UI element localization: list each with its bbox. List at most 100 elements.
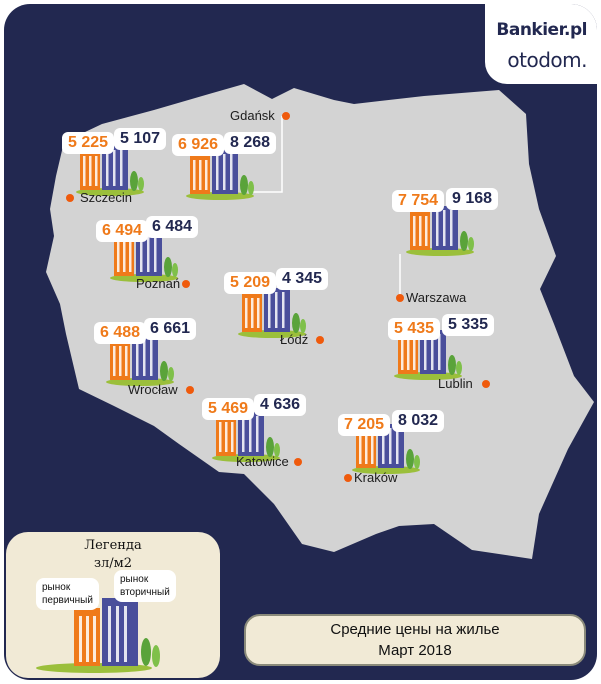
caption-title: Средние цены на жилье <box>330 621 500 638</box>
szczecin-label: Szczecin <box>80 190 133 205</box>
gdansk-label: Gdańsk <box>230 108 275 123</box>
gdansk-secondary-price: 8 268 <box>224 132 277 154</box>
primary-window-3-2 <box>425 216 428 246</box>
primary-window-5-1 <box>407 340 410 370</box>
secondary-window-5-2 <box>438 334 441 370</box>
primary-window-0-0 <box>193 160 196 190</box>
secondary-window-7-2 <box>256 416 259 452</box>
wrocław-marker <box>186 386 194 394</box>
secondary-window-1-2 <box>120 150 123 186</box>
primary-window-3-1 <box>419 216 422 246</box>
primary-window-5-2 <box>413 340 416 370</box>
legend-secondary-label: рынок вторичный <box>114 570 176 602</box>
tree-small-7 <box>274 443 280 457</box>
bankier-logo: Bankier.pl <box>496 20 587 40</box>
szczecin-secondary-price: 5 107 <box>114 128 167 150</box>
łódź-marker <box>316 336 324 344</box>
primary-window-2-2 <box>129 242 132 272</box>
kraków-marker <box>344 474 352 482</box>
brand-box: Bankier.pl otodom. <box>485 4 597 84</box>
primary-window-6-2 <box>125 346 128 376</box>
lublin-label: Lublin <box>438 376 473 391</box>
krakow-secondary-price: 8 032 <box>392 410 445 432</box>
legend-unit: зл/м2 <box>93 556 133 571</box>
wroclaw-secondary-price: 6 661 <box>144 318 197 340</box>
secondary-window-2-0 <box>140 236 143 272</box>
poznan-label: Poznań <box>136 276 181 291</box>
lodz-primary-price: 5 209 <box>224 272 277 294</box>
secondary-window-6-2 <box>150 340 153 376</box>
primary-window-2-1 <box>123 242 126 272</box>
secondary-window-8-0 <box>382 428 385 464</box>
primary-window-7-1 <box>225 422 228 452</box>
krakow-primary-price: 7 205 <box>338 414 391 436</box>
secondary-window-5-1 <box>431 334 434 370</box>
secondary-window-2-2 <box>154 236 157 272</box>
secondary-window-4-0 <box>268 292 271 328</box>
tree-small-0 <box>248 181 254 195</box>
warszawa-marker <box>396 294 404 302</box>
secondary-window-6-1 <box>143 340 146 376</box>
poznan-primary-price: 6 494 <box>96 220 149 242</box>
lublin-secondary-price: 5 335 <box>442 314 495 336</box>
primary-window-4-1 <box>251 298 254 328</box>
otodom-logo: otodom. <box>507 48 587 72</box>
primary-window-8-1 <box>365 434 368 464</box>
secondary-window-3-2 <box>450 210 453 246</box>
caption-date: Март 2018 <box>378 642 452 659</box>
primary-window-8-0 <box>359 434 362 464</box>
tree-6 <box>160 361 168 381</box>
primary-window-3-0 <box>413 216 416 246</box>
szczecin-marker <box>66 194 74 202</box>
warszawa-primary-price: 7 754 <box>392 190 445 212</box>
primary-window-1-2 <box>95 156 98 186</box>
tree-4 <box>292 313 300 333</box>
secondary-window-8-2 <box>396 428 399 464</box>
tree-5 <box>448 355 456 375</box>
secondary-window-7-0 <box>242 416 245 452</box>
katowice-secondary-price: 4 636 <box>254 394 307 416</box>
tree-small-3 <box>468 237 474 251</box>
leader-line-0 <box>250 116 283 193</box>
katowice-primary-price: 5 469 <box>202 398 255 420</box>
wroclaw-label: Wrocław <box>128 382 178 397</box>
secondary-window-7-1 <box>249 416 252 452</box>
tree-0 <box>240 175 248 195</box>
poznan-secondary-price: 6 484 <box>146 216 199 238</box>
secondary-window-2-1 <box>147 236 150 272</box>
lublin-marker <box>482 380 490 388</box>
gdansk-primary-price: 6 926 <box>172 134 225 156</box>
primary-window-0-1 <box>199 160 202 190</box>
secondary-window-4-2 <box>282 292 285 328</box>
szczecin-primary-price: 5 225 <box>62 132 115 154</box>
legend-title: Легенда <box>84 538 142 553</box>
gdańsk-marker <box>282 112 290 120</box>
legend-buildings-icon <box>36 598 160 673</box>
tree-small-5 <box>456 361 462 375</box>
primary-window-4-2 <box>257 298 260 328</box>
caption-box: Средние цены на жилье Март 2018 <box>244 614 586 666</box>
primary-window-1-0 <box>83 156 86 186</box>
secondary-window-0-1 <box>223 154 226 190</box>
primary-window-6-1 <box>119 346 122 376</box>
wroclaw-primary-price: 6 488 <box>94 322 147 344</box>
primary-window-7-0 <box>219 422 222 452</box>
secondary-window-0-2 <box>230 154 233 190</box>
lodz-secondary-price: 4 345 <box>276 268 329 290</box>
warszawa-secondary-price: 9 168 <box>446 188 499 210</box>
tree-small-8 <box>414 455 420 469</box>
secondary-window-8-1 <box>389 428 392 464</box>
secondary-window-6-0 <box>136 340 139 376</box>
secondary-window-3-0 <box>436 210 439 246</box>
tree-small-6 <box>168 367 174 381</box>
legend-box: Легенда зл/м2 рынок первичный рынок втор… <box>6 532 220 678</box>
tree-7 <box>266 437 274 457</box>
primary-window-7-2 <box>231 422 234 452</box>
legend-primary-label: рынок первичный <box>36 578 99 610</box>
tree-2 <box>164 257 172 277</box>
tree-small-1 <box>138 177 144 191</box>
tree-small-2 <box>172 263 178 277</box>
lodz-label: Łódź <box>280 332 309 347</box>
secondary-window-5-0 <box>424 334 427 370</box>
warszawa-label: Warszawa <box>406 290 467 305</box>
